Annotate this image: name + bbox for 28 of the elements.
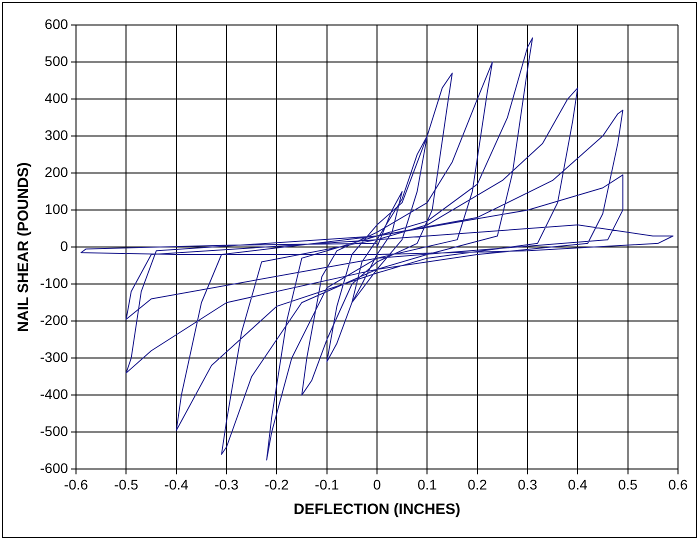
y-tick-label: -500 — [40, 423, 68, 440]
y-tick-label: 500 — [44, 52, 68, 69]
x-tick-label: 0.2 — [468, 476, 488, 492]
y-tick-label: -100 — [40, 274, 68, 291]
x-tick-label: -0.3 — [214, 476, 239, 492]
y-tick-label: -300 — [40, 349, 68, 366]
x-tick-label: 0.6 — [668, 476, 688, 492]
y-tick-label: 400 — [44, 90, 68, 106]
x-tick-label: -0.1 — [314, 476, 340, 492]
x-tick-label: -0.5 — [114, 476, 138, 492]
x-tick-label: 0 — [373, 476, 382, 492]
y-tick-label: 300 — [44, 126, 68, 143]
x-tick-label: -0.4 — [164, 476, 189, 492]
x-tick-label: -0.2 — [264, 476, 289, 492]
x-tick-label: 0.5 — [618, 476, 638, 492]
x-tick-label: -0.6 — [64, 476, 88, 492]
y-tick-label: 100 — [44, 200, 68, 217]
y-tick-label: 600 — [44, 16, 68, 32]
y-tick-label: -400 — [40, 386, 68, 402]
y-tick-label: 0 — [60, 238, 68, 254]
y-axis-title: NAIL SHEAR (POUNDS) — [15, 162, 32, 332]
x-axis-title: DEFLECTION (INCHES) — [294, 501, 460, 518]
y-tick-label: 200 — [44, 164, 68, 180]
y-tick-label: -200 — [40, 312, 68, 328]
x-tick-label: 0.1 — [417, 476, 438, 492]
y-tick-label: -600 — [40, 460, 68, 476]
x-tick-label: 0.3 — [518, 476, 538, 492]
x-tick-label: 0.4 — [568, 476, 588, 492]
